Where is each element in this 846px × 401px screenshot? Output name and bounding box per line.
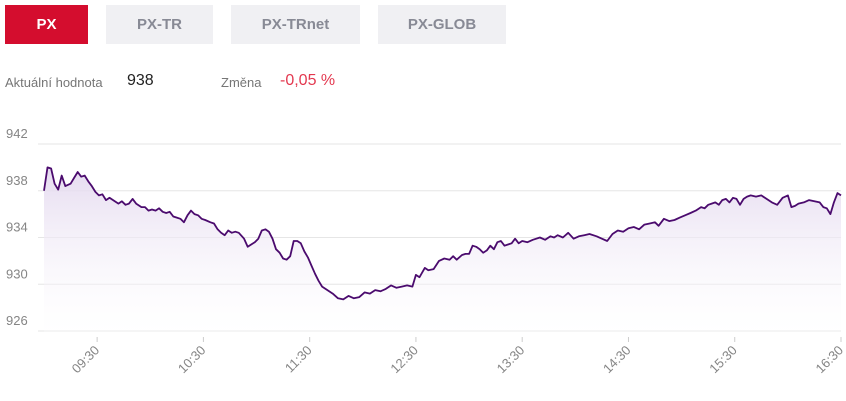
tab-px-tr[interactable]: PX-TR <box>106 5 213 44</box>
x-tick-label: 10:30 <box>175 343 209 377</box>
index-chart: 926 930 934 938 942 09:30 10:30 11:30 12:30 13:3… <box>6 126 846 376</box>
x-tick-label: 11:30 <box>282 343 315 376</box>
x-tick-label: 12:30 <box>387 343 421 377</box>
x-tick-label: 15:30 <box>706 343 740 377</box>
y-axis: 926 930 934 938 942 <box>6 126 28 328</box>
current-value: 938 <box>127 72 154 89</box>
y-tick-label: 942 <box>6 126 28 141</box>
series-line <box>43 166 842 301</box>
change-value: -0,05 % <box>280 72 336 89</box>
x-tick-label: 14:30 <box>600 343 634 377</box>
y-tick-label: 934 <box>6 220 28 235</box>
current-value-label: Aktuální hodnota <box>5 75 103 90</box>
tab-px-trnet[interactable]: PX-TRnet <box>231 5 360 44</box>
change-label: Změna <box>221 75 262 90</box>
x-tick-label: 13:30 <box>494 343 528 377</box>
y-tick-label: 938 <box>6 173 28 188</box>
tab-px-glob[interactable]: PX-GLOB <box>378 5 506 44</box>
x-axis: 09:30 10:30 11:30 12:30 13:30 14:30 15:30 16:30 <box>69 337 846 376</box>
chart-area <box>44 167 841 337</box>
x-tick-label: 09:30 <box>69 343 103 377</box>
y-tick-label: 930 <box>6 266 28 281</box>
x-tick-label: 16:30 <box>813 343 846 377</box>
y-tick-label: 926 <box>6 313 28 328</box>
tab-px[interactable]: PX <box>5 5 88 44</box>
